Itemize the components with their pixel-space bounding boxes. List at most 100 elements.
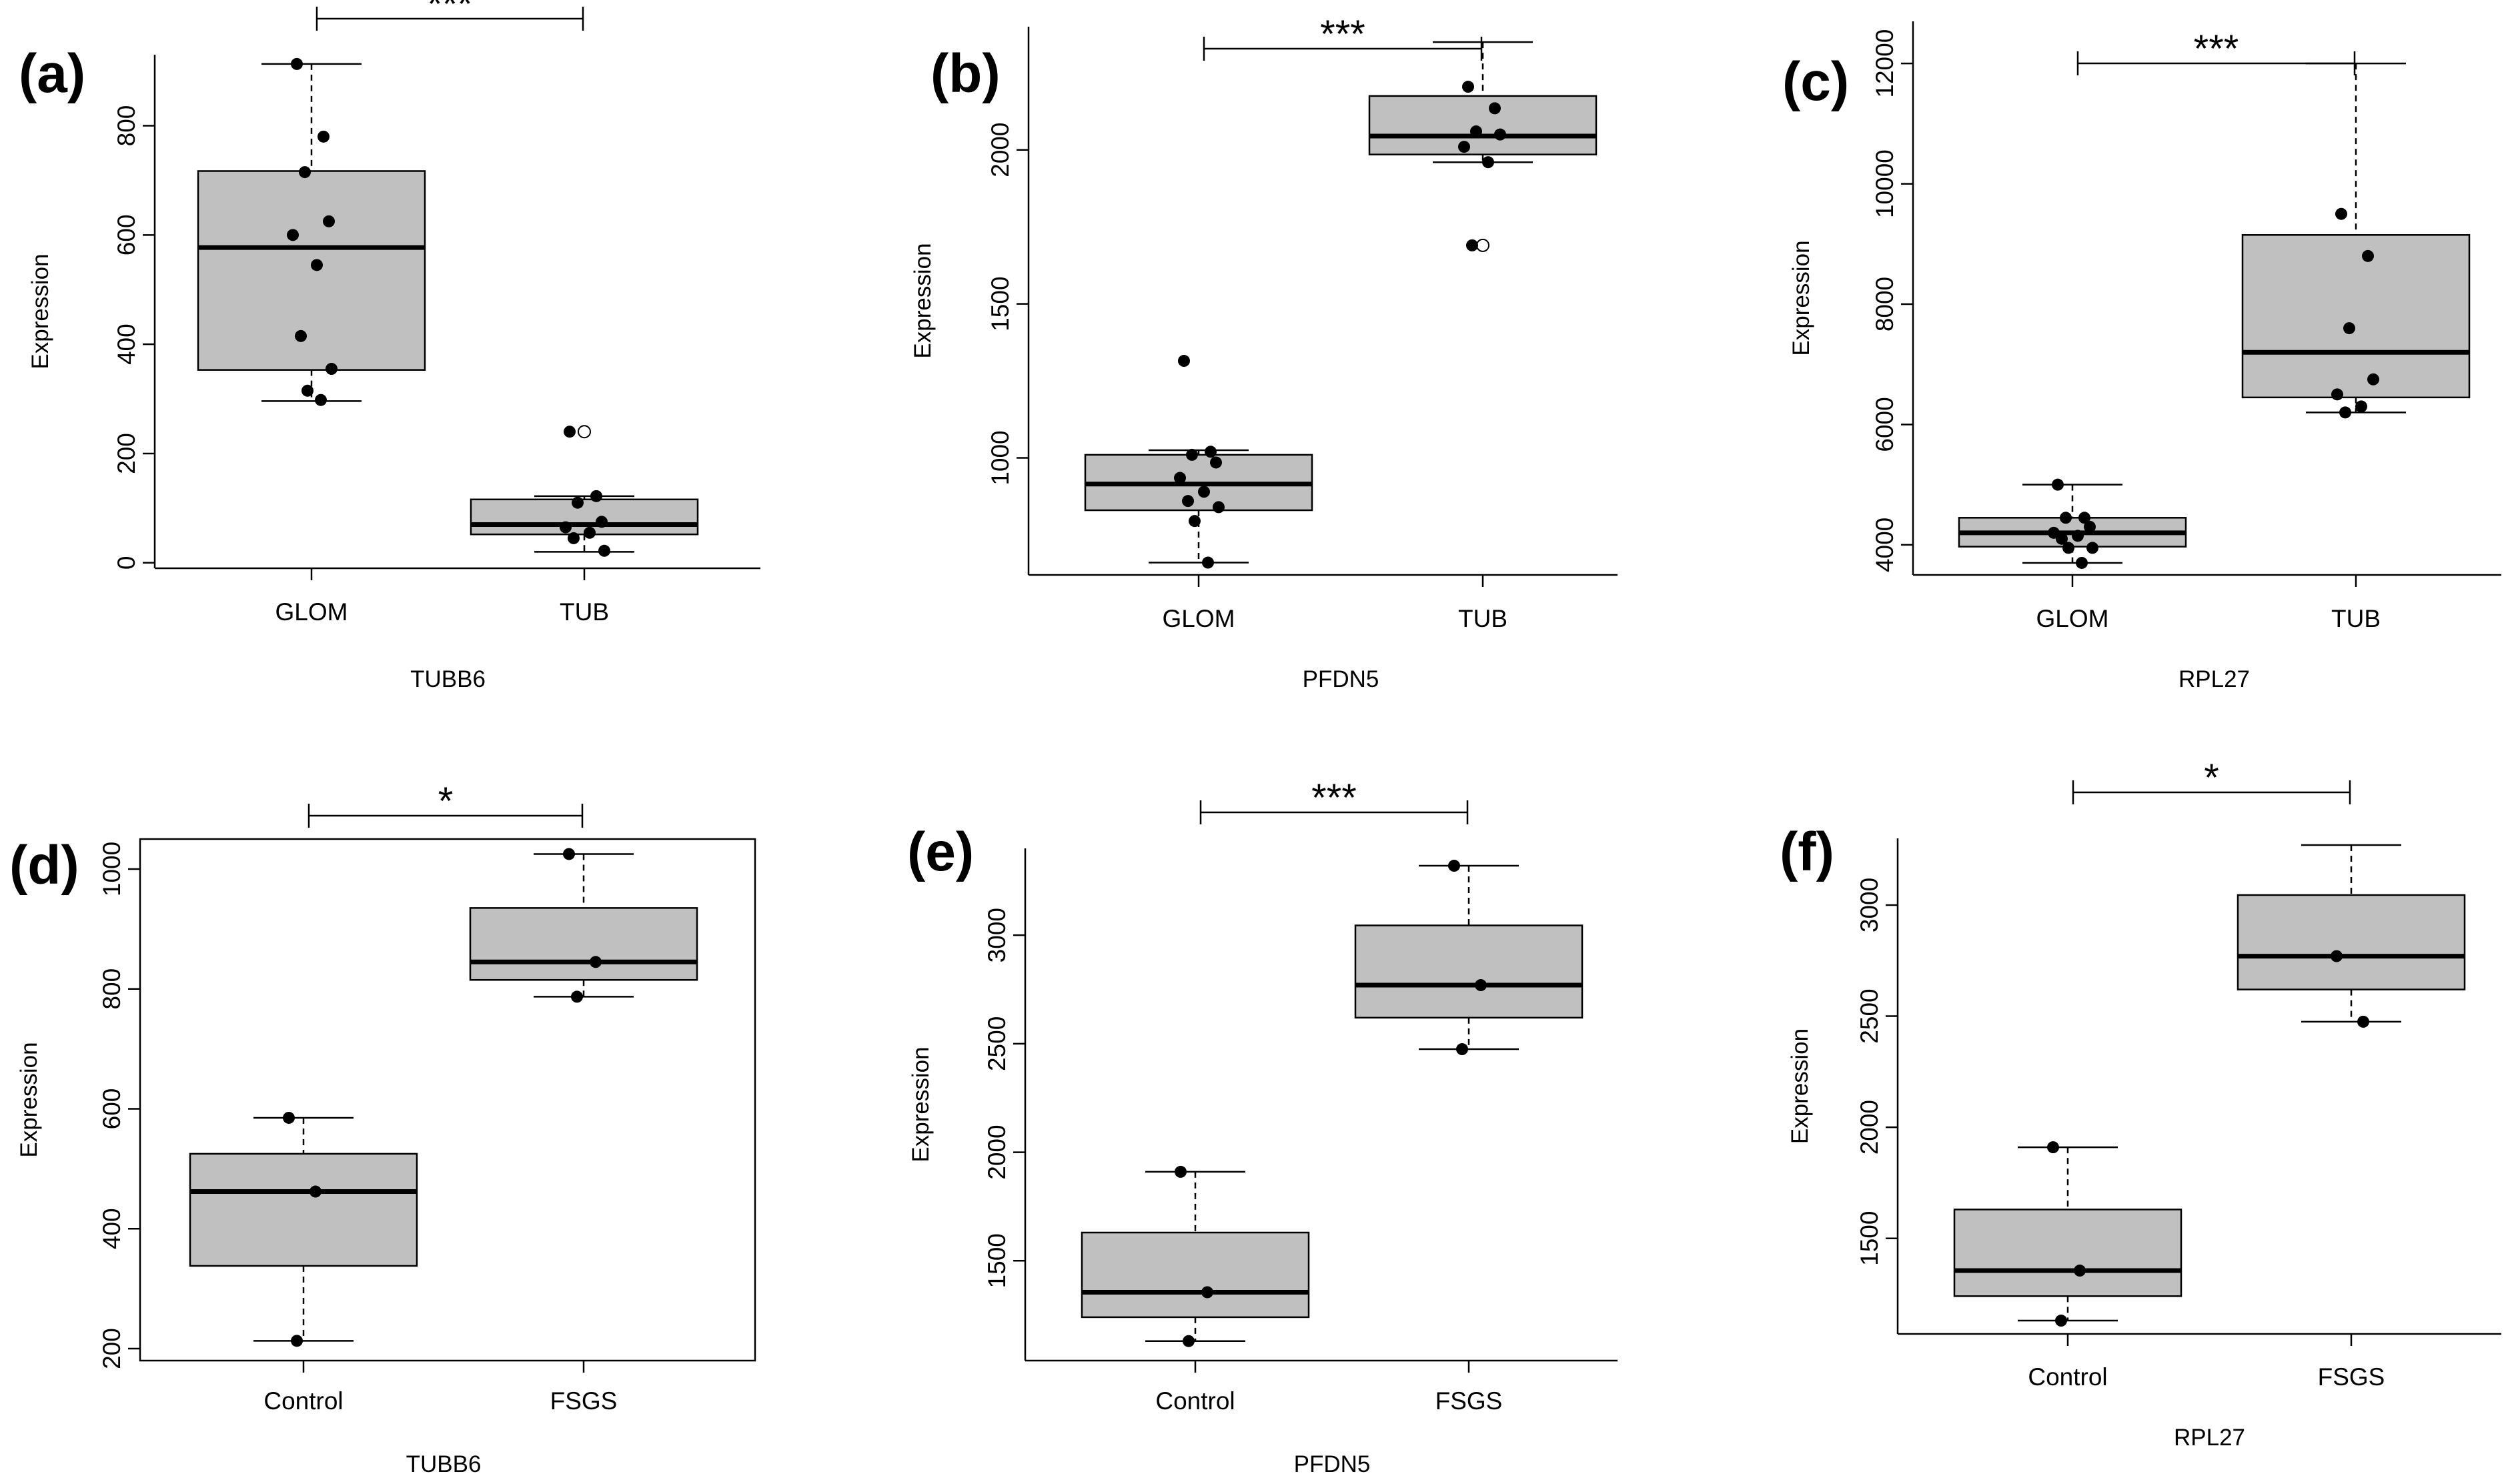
panel-b-glom-data-point — [1202, 556, 1214, 569]
panel-f-y-axis-title: Expression — [1787, 1028, 1813, 1144]
panel-c-significance-stars: *** — [2194, 27, 2239, 71]
panel-a-glom-data-point — [295, 329, 307, 342]
panel-c-tub-data-point — [2335, 207, 2347, 220]
panel-e-control-data-point — [1183, 1335, 1195, 1347]
panel-c-glom-data-point — [2076, 556, 2088, 569]
panel-d-y-axis-title: Expression — [16, 1042, 42, 1157]
panel-a-y-tick-label: 200 — [113, 433, 140, 474]
panel-a-glom-data-point — [301, 384, 313, 397]
panel-d-y-tick-label: 600 — [98, 1088, 125, 1130]
panel-e-y-tick-label: 3000 — [983, 908, 1011, 962]
panel-e-y-tick-label: 2000 — [983, 1125, 1011, 1179]
panel-d-plot-frame — [139, 838, 756, 1362]
panel-b-tub-data-point — [1482, 156, 1494, 169]
panel-b-tub-data-point — [1462, 81, 1474, 93]
panel-b-y-axis-title: Expression — [910, 243, 936, 358]
panel-c-panel-letter: (c) — [1782, 51, 1849, 112]
panel-f-control-category-label: Control — [2028, 1363, 2107, 1391]
panel-c-y-tick-label: 12000 — [1871, 29, 1898, 98]
panel-c-glom-data-point — [2052, 478, 2064, 491]
panel-f-control-data-point — [2074, 1265, 2086, 1277]
panel-c-tub-data-point — [2362, 249, 2374, 262]
panel-d-y-tick-label: 400 — [98, 1208, 125, 1249]
panel-d-y-tick-label: 1000 — [98, 842, 125, 896]
panel-c-glom-data-point — [2062, 542, 2074, 554]
panel-d-control-data-point — [291, 1335, 303, 1347]
panel-c-y-axis-title: Expression — [1788, 240, 1814, 355]
panel-d-fsgs-category-label: FSGS — [550, 1387, 618, 1415]
panel-d-fsgs-box — [469, 907, 698, 981]
panel-c-tub-data-point — [2331, 388, 2343, 401]
panel-a-glom-box — [197, 170, 426, 371]
panel-a-x-axis-title: TUBB6 — [410, 666, 486, 692]
panel-b-glom-data-point — [1198, 486, 1210, 498]
panel-a-y-tick-label: 600 — [113, 214, 140, 255]
panel-a-glom-data-point — [318, 130, 330, 143]
panel-b-y-tick-label: 2000 — [987, 123, 1014, 177]
panel-d-y-tick-label: 800 — [98, 968, 125, 1010]
panel-b-tub-data-point — [1470, 125, 1482, 138]
panel-c-y-tick-label: 4000 — [1871, 518, 1898, 572]
panel-c-y-tick-label: 6000 — [1871, 397, 1898, 452]
panel-d-fsgs-data-point — [590, 956, 602, 968]
panel-a-glom-data-point — [315, 394, 327, 406]
panel-c-y-tick-label: 10000 — [1871, 149, 1898, 218]
panel-e-control-category-label: Control — [1155, 1387, 1235, 1415]
panel-e-fsgs-data-point — [1448, 860, 1460, 872]
panel-c-tub-data-point — [2339, 406, 2351, 419]
panel-a-tub-data-point — [572, 496, 584, 509]
panel-d-y-tick-label: 200 — [98, 1328, 125, 1369]
panel-b-glom-data-point — [1210, 456, 1222, 469]
panel-a-glom-data-point — [326, 363, 338, 376]
panel-d-control-box — [189, 1153, 418, 1267]
panel-b-tub-data-point — [1494, 128, 1506, 141]
panel-e-y-axis-title: Expression — [908, 1046, 934, 1162]
panel-c-glom-category-label: GLOM — [2036, 605, 2109, 632]
panel-f-fsgs-category-label: FSGS — [2318, 1363, 2385, 1391]
panel-b-tub-data-point — [1489, 102, 1501, 115]
panel-d-x-axis-title: TUBB6 — [406, 1451, 482, 1477]
panel-a-tub-data-point — [568, 532, 580, 544]
panel-d-control-category-label: Control — [263, 1387, 343, 1415]
panel-b-glom-category-label: GLOM — [1163, 605, 1235, 632]
panel-b-tub-box — [1368, 95, 1598, 155]
panel-f-y-tick-label: 1500 — [1856, 1211, 1883, 1266]
panel-f-y-tick-label: 2500 — [1856, 988, 1883, 1043]
panel-c-x-axis-title: RPL27 — [2178, 666, 2250, 692]
panel-c-glom-data-point — [2078, 512, 2090, 524]
panel-b-tub-data-point — [1458, 141, 1470, 153]
panel-c-glom-data-point — [2072, 530, 2084, 542]
panel-a-tub-data-point — [560, 521, 572, 534]
panel-c-glom-data-point — [2060, 512, 2072, 524]
panel-e-fsgs-data-point — [1475, 979, 1487, 992]
panel-e-fsgs-data-point — [1456, 1043, 1468, 1056]
panel-c-y-tick-label: 8000 — [1871, 277, 1898, 331]
panel-e-control-data-point — [1201, 1286, 1213, 1299]
panel-e-control-data-point — [1175, 1165, 1187, 1178]
panel-f-significance-stars: * — [2204, 756, 2219, 800]
panel-f-x-axis-title: RPL27 — [2174, 1425, 2245, 1451]
panel-a-tub-data-point — [564, 426, 576, 438]
panel-c-glom-data-point — [2086, 542, 2098, 554]
panel-f-control-data-point — [2047, 1141, 2059, 1154]
panel-d-control-data-point — [309, 1185, 322, 1198]
panel-a-glom-data-point — [287, 229, 299, 241]
panel-f-control-box — [1953, 1209, 2182, 1297]
panel-f-panel-letter: (f) — [1780, 822, 1834, 882]
panel-c-tub-data-point — [2343, 322, 2355, 335]
panel-a-significance-stars: *** — [428, 0, 473, 26]
panel-a-glom-category-label: GLOM — [275, 598, 348, 626]
panel-e-control-box — [1081, 1231, 1310, 1319]
panel-a-tub-data-point — [590, 490, 602, 502]
panel-a-glom-data-point — [311, 259, 323, 271]
panel-c-tub-data-point — [2355, 400, 2367, 413]
panel-a-tub-box — [470, 498, 699, 536]
panel-b-x-axis-title: PFDN5 — [1303, 666, 1379, 692]
panel-a-tub-data-point — [584, 526, 596, 539]
panel-b-tub-category-label: TUB — [1458, 605, 1507, 632]
panel-f-fsgs-data-point — [2331, 950, 2343, 962]
panel-b-tub-data-point — [1466, 239, 1478, 251]
panel-a-glom-data-point — [323, 215, 335, 227]
panel-b-significance-stars: *** — [1320, 13, 1365, 56]
